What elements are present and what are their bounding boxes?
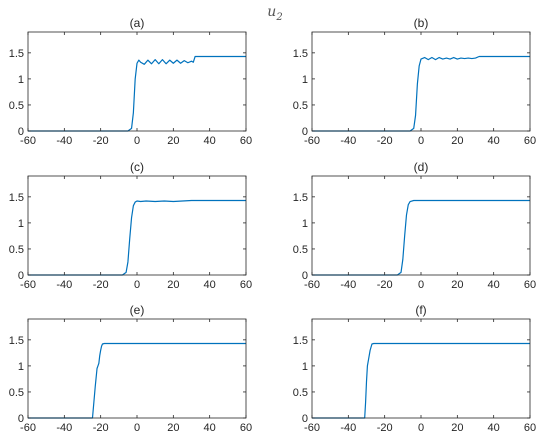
y-tick-label-d-0: 0 — [302, 270, 308, 282]
y-tick-label-f-2: 1 — [302, 361, 308, 373]
series-line-f-0 — [312, 342, 530, 419]
x-tick-label-c-6: 60 — [240, 279, 252, 291]
series-line-c-0 — [28, 199, 246, 276]
x-tick-label-a-5: 40 — [204, 135, 216, 147]
y-tick-label-b-3: 1.5 — [293, 48, 308, 60]
x-tick-label-e-0: -60 — [20, 422, 36, 434]
y-tick-label-d-1: 0.5 — [293, 244, 308, 256]
x-tick-label-a-0: -60 — [20, 135, 36, 147]
series-line-e-0 — [28, 342, 246, 419]
x-tick-label-a-2: -20 — [93, 135, 109, 147]
subplot-f: (f) -60 -40 -20 0 20 40 60 0 0.5 1 1.5 — [293, 303, 536, 434]
subplot-title-d: (d) — [414, 160, 429, 174]
axes-box-e — [27, 318, 247, 419]
supertitle-main: u — [267, 4, 276, 20]
series-line-a-0 — [28, 55, 246, 132]
x-tick-label-b-0: -60 — [304, 135, 320, 147]
x-tick-label-f-4: 20 — [451, 422, 463, 434]
y-tick-label-c-2: 1 — [18, 218, 24, 230]
x-tick-label-b-4: 20 — [451, 135, 463, 147]
y-tick-label-c-1: 0.5 — [9, 244, 24, 256]
x-tick-label-f-3: 0 — [418, 422, 424, 434]
x-tick-label-d-6: 60 — [524, 279, 536, 291]
subplot-e: (e) -60 -40 -20 0 20 40 60 0 0.5 1 1.5 — [9, 303, 252, 434]
x-tick-label-b-5: 40 — [488, 135, 500, 147]
subplot-title-e: (e) — [130, 303, 145, 317]
x-tick-label-c-3: 0 — [134, 279, 140, 291]
y-tick-label-f-0: 0 — [302, 413, 308, 425]
subplot-d: (d) -60 -40 -20 0 20 40 60 0 0.5 1 1.5 — [293, 160, 536, 291]
x-tick-label-d-3: 0 — [418, 279, 424, 291]
x-tick-label-d-2: -20 — [377, 279, 393, 291]
x-tick-label-d-4: 20 — [451, 279, 463, 291]
y-tick-label-e-3: 1.5 — [9, 335, 24, 347]
y-tick-label-f-3: 1.5 — [293, 335, 308, 347]
y-tick-label-d-3: 1.5 — [293, 192, 308, 204]
subplot-title-c: (c) — [130, 160, 144, 174]
subplot-title-f: (f) — [415, 303, 426, 317]
x-tick-label-f-2: -20 — [377, 422, 393, 434]
y-tick-label-a-2: 1 — [18, 74, 24, 86]
x-tick-label-b-3: 0 — [418, 135, 424, 147]
y-tick-label-e-2: 1 — [18, 361, 24, 373]
axes-box-f — [311, 318, 531, 419]
y-tick-label-a-3: 1.5 — [9, 48, 24, 60]
y-tick-label-e-0: 0 — [18, 413, 24, 425]
x-tick-label-d-1: -40 — [340, 279, 356, 291]
x-tick-label-e-6: 60 — [240, 422, 252, 434]
supertitle-subscript: 2 — [275, 12, 282, 23]
x-tick-label-c-2: -20 — [93, 279, 109, 291]
x-tick-label-c-5: 40 — [204, 279, 216, 291]
x-tick-label-b-6: 60 — [524, 135, 536, 147]
subplot-title-b: (b) — [414, 16, 429, 30]
y-tick-label-c-0: 0 — [18, 270, 24, 282]
x-tick-label-f-5: 40 — [488, 422, 500, 434]
x-tick-label-f-6: 60 — [524, 422, 536, 434]
axes-box-c — [27, 175, 247, 276]
subplot-title-a: (a) — [130, 16, 145, 30]
x-tick-label-c-4: 20 — [167, 279, 179, 291]
y-tick-label-b-2: 1 — [302, 74, 308, 86]
y-tick-label-c-3: 1.5 — [9, 192, 24, 204]
axes-box-a — [27, 31, 247, 132]
series-line-d-0 — [312, 199, 530, 276]
axes-box-d — [311, 175, 531, 276]
x-tick-label-b-2: -20 — [377, 135, 393, 147]
x-tick-label-a-4: 20 — [167, 135, 179, 147]
x-tick-label-b-1: -40 — [340, 135, 356, 147]
subplot-a: (a) -60 -40 -20 0 20 40 60 0 0.5 1 1.5 — [9, 16, 252, 147]
axes-box-b — [311, 31, 531, 132]
x-tick-label-a-1: -40 — [56, 135, 72, 147]
x-tick-label-d-0: -60 — [304, 279, 320, 291]
subplot-c: (c) -60 -40 -20 0 20 40 60 0 0.5 1 1.5 — [9, 160, 252, 291]
x-tick-label-e-5: 40 — [204, 422, 216, 434]
x-tick-label-c-1: -40 — [56, 279, 72, 291]
y-tick-label-a-0: 0 — [18, 126, 24, 138]
y-tick-label-f-1: 0.5 — [293, 387, 308, 399]
x-tick-label-f-0: -60 — [304, 422, 320, 434]
x-tick-label-e-4: 20 — [167, 422, 179, 434]
y-tick-label-d-2: 1 — [302, 218, 308, 230]
x-tick-label-f-1: -40 — [340, 422, 356, 434]
subplot-b: (b) -60 -40 -20 0 20 40 60 0 0.5 1 1.5 — [293, 16, 536, 147]
x-tick-label-e-3: 0 — [134, 422, 140, 434]
x-tick-label-d-5: 40 — [488, 279, 500, 291]
x-tick-label-a-3: 0 — [134, 135, 140, 147]
x-tick-label-a-6: 60 — [240, 135, 252, 147]
y-tick-label-a-1: 0.5 — [9, 100, 24, 112]
figure-supertitle: u2 — [267, 4, 282, 23]
y-tick-label-e-1: 0.5 — [9, 387, 24, 399]
y-tick-label-b-0: 0 — [302, 126, 308, 138]
y-tick-label-b-1: 0.5 — [293, 100, 308, 112]
x-tick-label-e-2: -20 — [93, 422, 109, 434]
series-line-b-0 — [312, 55, 530, 132]
x-tick-label-c-0: -60 — [20, 279, 36, 291]
x-tick-label-e-1: -40 — [56, 422, 72, 434]
